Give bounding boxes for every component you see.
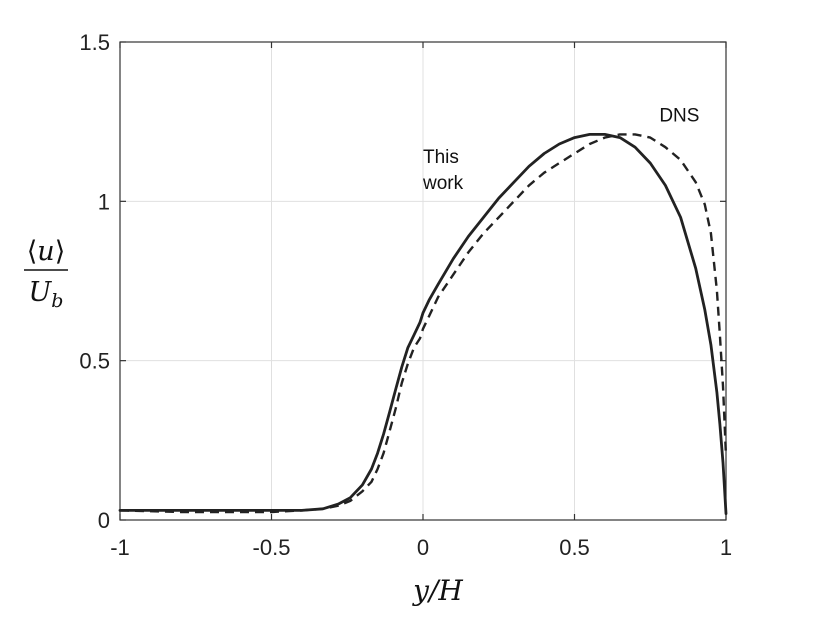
annotation-1: DNS <box>659 106 699 127</box>
y-axis-title-numerator: ⟨u⟩ <box>27 236 65 267</box>
annotation-0: This work <box>422 147 464 194</box>
annotations: This work DNS <box>422 106 699 194</box>
y-tick-label-3: 1.5 <box>79 30 110 55</box>
x-tick-label-4: 1 <box>720 535 732 560</box>
x-tick-label-0: -1 <box>110 535 130 560</box>
x-tick-label-3: 0.5 <box>559 535 590 560</box>
y-tick-label-0: 0 <box>98 508 110 533</box>
y-tick-label-2: 1 <box>98 189 110 214</box>
axis-ticks <box>119 41 727 521</box>
grid <box>119 41 727 521</box>
x-tick-label-2: 0 <box>417 535 429 560</box>
y-axis-title: ⟨u⟩ Ub <box>24 236 68 312</box>
tick-labels: -1 -0.5 0 0.5 1 0 0.5 1 1.5 <box>79 30 732 560</box>
series-line-solid <box>118 133 728 515</box>
series-line-dashed <box>119 133 728 514</box>
y-axis-title-denominator: Ub <box>29 277 64 312</box>
series-lines <box>118 133 728 515</box>
y-tick-label-1: 0.5 <box>79 349 110 374</box>
x-axis-title: y/H <box>411 574 463 607</box>
x-tick-label-1: -0.5 <box>253 535 291 560</box>
